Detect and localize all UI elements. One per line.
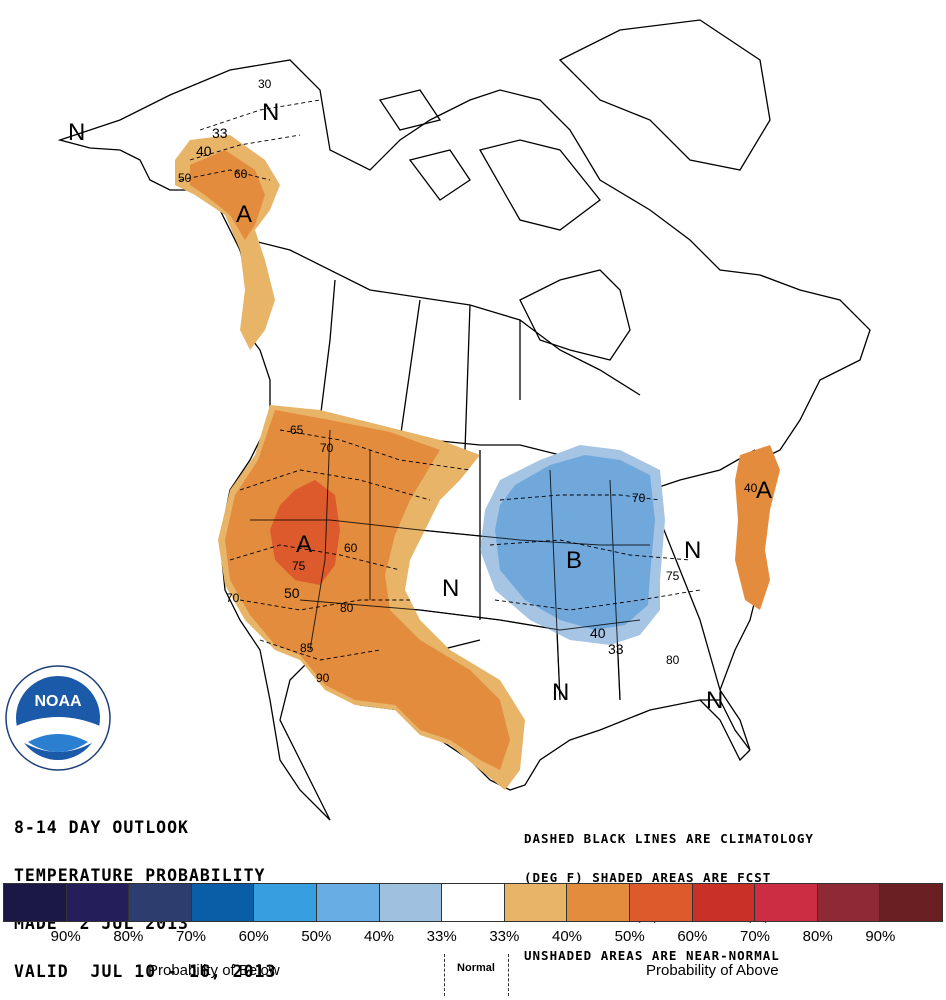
note-line: (DEG F) SHADED AREAS ARE FCST bbox=[524, 870, 772, 885]
legend-swatch bbox=[191, 884, 255, 921]
title-line-outlook: 8-14 DAY OUTLOOK bbox=[14, 818, 189, 837]
legend-swatch bbox=[504, 884, 568, 921]
legend-swatch bbox=[254, 884, 317, 921]
contour-label: 33 bbox=[608, 641, 624, 657]
region-letter-florida: N bbox=[706, 687, 723, 714]
noaa-logo-text: NOAA bbox=[34, 693, 82, 710]
legend-swatch bbox=[316, 884, 380, 921]
noaa-logo: NOAA bbox=[5, 665, 111, 771]
region-letter-midwest: B bbox=[566, 547, 582, 574]
contour-label: 60 bbox=[344, 541, 358, 555]
legend-percent-label: 33% bbox=[426, 928, 457, 945]
region-letter-west: A bbox=[296, 531, 312, 558]
legend-percent-label: 90% bbox=[50, 928, 81, 945]
contour-label: 65 bbox=[290, 423, 304, 437]
legend-percent-label: 60% bbox=[677, 928, 708, 945]
region-letter-northeast: N bbox=[684, 537, 701, 564]
legend-percent-label: 70% bbox=[175, 928, 207, 945]
legend-percent-label: 90% bbox=[865, 928, 896, 945]
contour-label: 40 bbox=[196, 143, 212, 159]
legend-swatch bbox=[817, 884, 881, 921]
alaska-above-area bbox=[175, 135, 280, 350]
contour-label: 80 bbox=[340, 601, 354, 615]
legend-percent-label: 40% bbox=[551, 928, 583, 945]
legend-percent-label: 80% bbox=[113, 928, 144, 945]
title-line-product: TEMPERATURE PROBABILITY bbox=[14, 866, 266, 885]
legend-percent-label: 50% bbox=[614, 928, 645, 945]
contour-label: 60 bbox=[234, 167, 248, 181]
contour-label: 90 bbox=[316, 671, 330, 685]
contour-label: 50 bbox=[284, 585, 300, 601]
contour-label: 70 bbox=[226, 591, 240, 605]
contour-label: 75 bbox=[666, 569, 680, 583]
legend-swatch bbox=[4, 884, 67, 921]
east-above-area bbox=[735, 445, 780, 610]
climatology-lines bbox=[179, 99, 701, 661]
note-line: DASHED BLACK LINES ARE CLIMATOLOGY bbox=[524, 831, 814, 846]
contour-label: 85 bbox=[300, 641, 314, 655]
contour-label: 40 bbox=[590, 625, 606, 641]
legend-swatch bbox=[442, 884, 505, 921]
legend-normal-label: Normal bbox=[457, 962, 495, 974]
legend-percent-label: 80% bbox=[802, 928, 833, 945]
legend-swatch bbox=[629, 884, 693, 921]
legend-swatch bbox=[129, 884, 192, 921]
contour-label: 30 bbox=[258, 77, 272, 91]
contour-label: 75 bbox=[292, 559, 306, 573]
legend-percent-label: 40% bbox=[363, 928, 395, 945]
region-letter-south: N bbox=[552, 679, 569, 706]
contour-label: 70 bbox=[320, 441, 334, 455]
legend-percent-label: 70% bbox=[739, 928, 771, 945]
region-letter-bering: N bbox=[68, 119, 85, 146]
legend-swatch bbox=[567, 884, 630, 921]
title-block: 8-14 DAY OUTLOOK TEMPERATURE PROBABILITY… bbox=[14, 788, 276, 996]
normal-divider-left bbox=[444, 954, 445, 996]
legend-swatch bbox=[66, 884, 130, 921]
legend-swatch bbox=[692, 884, 756, 921]
legend-swatch bbox=[379, 884, 443, 921]
region-letter-alaska: A bbox=[236, 201, 252, 228]
legend-percent-label: 50% bbox=[301, 928, 332, 945]
title-line-valid: VALID JUL 10 - 16, 2013 bbox=[14, 962, 277, 981]
color-legend bbox=[3, 883, 943, 922]
legend-swatch bbox=[880, 884, 942, 921]
legend-swatch bbox=[755, 884, 818, 921]
region-letter-east: A bbox=[756, 477, 772, 504]
contour-label: 50 bbox=[178, 171, 192, 185]
contour-label: 33 bbox=[212, 125, 228, 141]
legend-below-label: Probability of Below bbox=[148, 962, 280, 979]
contour-label: 80 bbox=[666, 653, 680, 667]
legend-above-label: Probability of Above bbox=[646, 962, 779, 979]
west-above-area bbox=[218, 405, 525, 790]
normal-divider-right bbox=[508, 954, 509, 996]
legend-percent-row: 90% 80% 70% 60% 50% 40% 33% 33% 40% 50% 60% 70% 80% 9… bbox=[3, 928, 943, 948]
contour-label: 70 bbox=[632, 491, 646, 505]
region-letter-north-slope: N bbox=[262, 99, 279, 126]
legend-percent-label: 33% bbox=[489, 928, 520, 945]
legend-percent-label: 60% bbox=[238, 928, 269, 945]
contour-label: 40 bbox=[744, 481, 758, 495]
region-letter-plains: N bbox=[442, 575, 459, 602]
temperature-outlook-map: N N A A N B N N N A 30 33 40 50 60 65 70… bbox=[5, 19, 871, 821]
note-line: UNSHADED AREAS ARE NEAR-NORMAL bbox=[524, 948, 780, 963]
